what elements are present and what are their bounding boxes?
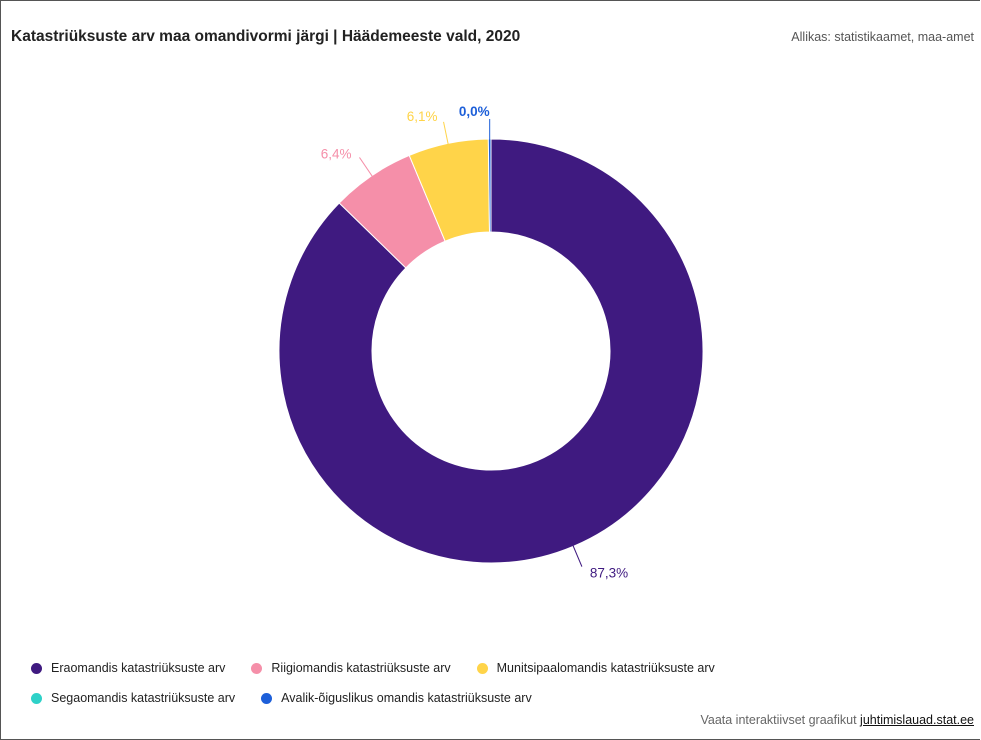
legend-item-munitsipaalomandis[interactable]: Munitsipaalomandis katastriüksuste arv [476,661,715,675]
legend-label: Segaomandis katastriüksuste arv [51,691,236,705]
label-leader-line [359,157,374,178]
slice-data-label: 6,1% [407,109,438,124]
legend-item-avalik-oiguslikus[interactable]: Avalik-õiguslikus omandis katastriüksust… [261,691,532,705]
footer-text: Vaata interaktiivset graafikut [700,713,857,727]
legend-label: Munitsipaalomandis katastriüksuste arv [496,661,715,675]
legend-item-eraomandis[interactable]: Eraomandis katastriüksuste arv [31,661,225,675]
legend-label: Eraomandis katastriüksuste arv [51,661,226,675]
dashboard-link[interactable]: juhtimislauad.stat.ee [860,713,974,727]
legend: Eraomandis katastriüksuste arv Riigioman… [31,653,961,713]
source-note: Allikas: statistikaamet, maa-amet [791,30,974,44]
donut-slice[interactable] [278,138,704,564]
label-leader-line [443,121,449,146]
footer-note: Vaata interaktiivset graafikut juhtimisl… [700,713,974,727]
legend-marker [476,662,488,674]
slice-data-label: 0,0% [459,104,490,119]
legend-label: Avalik-õiguslikus omandis katastriüksust… [281,691,532,705]
legend-label: Riigiomandis katastriüksuste arv [271,661,451,675]
legend-marker [251,662,263,674]
legend-marker [261,692,273,704]
label-leader-line [572,544,583,567]
legend-item-segaomandis[interactable]: Segaomandis katastriüksuste arv [31,691,235,705]
legend-item-riigiomandis[interactable]: Riigiomandis katastriüksuste arv [251,661,451,675]
legend-marker [31,662,42,674]
chart-title: Katastriüksuste arv maa omandivormi järg… [11,28,521,45]
legend-row-1: Eraomandis katastriüksuste arv Riigioman… [31,653,961,683]
slice-data-label: 6,4% [321,146,352,161]
donut-chart: 87,3% 6,4% 6,1% 0,0% [278,104,704,581]
legend-marker [31,692,42,704]
legend-row-2: Segaomandis katastriüksuste arv Avalik-õ… [31,683,961,713]
slice-data-label: 87,3% [590,566,628,581]
